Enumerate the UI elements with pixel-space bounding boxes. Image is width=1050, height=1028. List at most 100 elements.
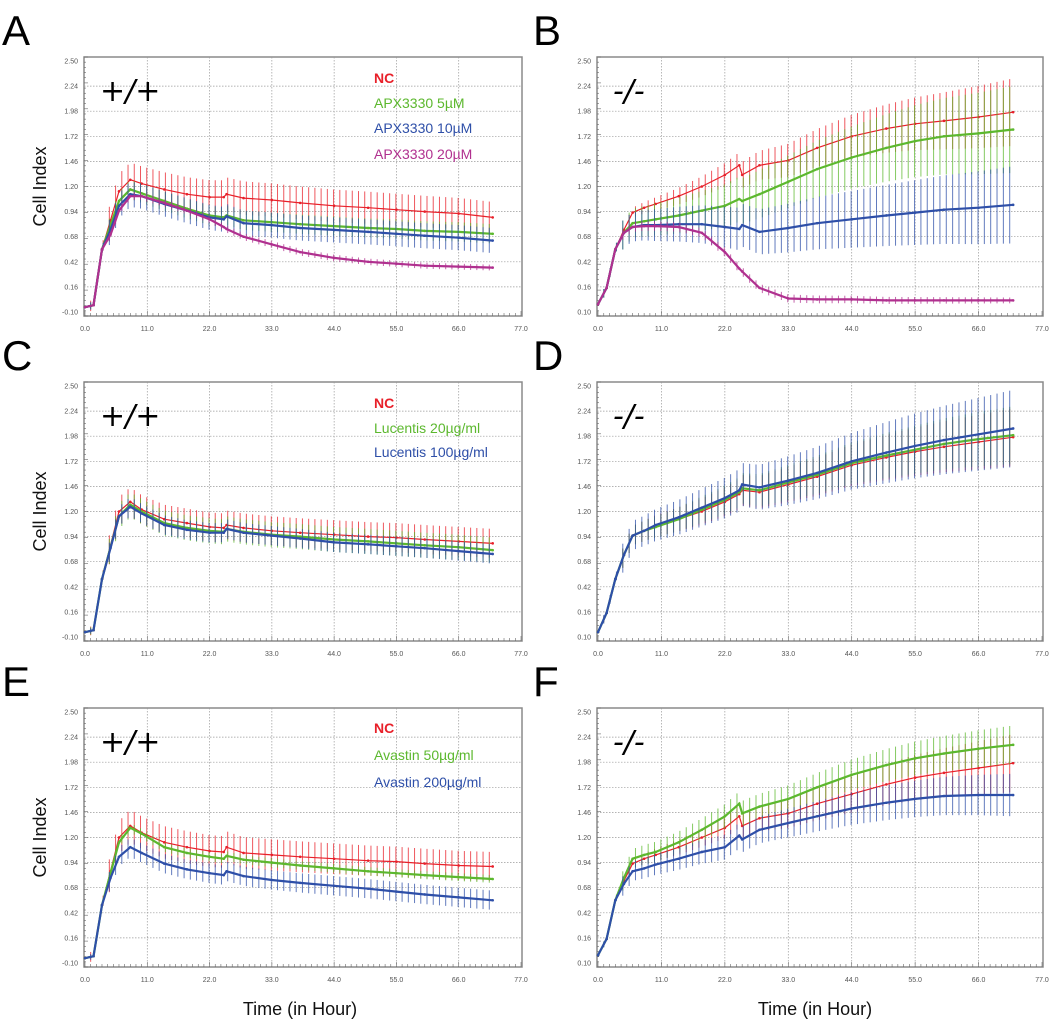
data-point bbox=[913, 757, 917, 760]
data-point bbox=[1011, 743, 1015, 747]
data-point bbox=[977, 766, 980, 770]
data-point bbox=[366, 226, 370, 230]
data-point bbox=[366, 206, 370, 210]
data-point bbox=[242, 235, 245, 238]
y-tick-label: 1.72 bbox=[577, 134, 591, 141]
panel-B: 0.10 0.16 0.42 0.68 0.94 1.20 1.46 1.72 1.98 2.24… bbox=[533, 7, 1049, 333]
data-point bbox=[596, 630, 600, 634]
data-point bbox=[654, 863, 657, 866]
y-tick-label: 2.24 bbox=[64, 84, 78, 91]
genotype-label: -/- bbox=[613, 399, 645, 434]
data-point bbox=[723, 496, 727, 500]
y-tick-label: 0.68 bbox=[577, 885, 591, 892]
x-tick-label: 66.0 bbox=[972, 326, 986, 333]
data-point bbox=[631, 534, 634, 537]
data-point bbox=[332, 204, 336, 208]
data-point bbox=[815, 298, 819, 301]
x-axis-label-left: Time (in Hour) bbox=[243, 999, 357, 1019]
y-tick-label: 2.24 bbox=[577, 409, 591, 416]
data-point bbox=[423, 873, 427, 877]
data-point bbox=[677, 194, 681, 198]
data-point bbox=[786, 180, 790, 183]
legend-entry: NC bbox=[374, 70, 394, 86]
y-tick-label: 0.94 bbox=[64, 860, 78, 867]
data-point bbox=[117, 199, 121, 203]
panel-D: 0.10 0.16 0.42 0.68 0.94 1.20 1.46 1.72 1.98 2.24… bbox=[533, 332, 1049, 658]
y-tick-label: 0.10 bbox=[577, 961, 591, 968]
x-tick-label: 0.0 bbox=[80, 977, 90, 984]
data-point bbox=[140, 832, 143, 835]
x-tick-label: 66.0 bbox=[452, 651, 466, 658]
data-point bbox=[225, 845, 228, 849]
y-axis-label: Cell Index bbox=[30, 146, 50, 226]
data-point bbox=[1011, 203, 1015, 207]
data-point bbox=[654, 218, 657, 221]
data-point bbox=[613, 898, 617, 902]
data-point bbox=[208, 195, 211, 199]
data-point bbox=[942, 752, 946, 755]
data-point bbox=[642, 219, 646, 223]
data-point bbox=[423, 538, 427, 541]
x-tick-label: 55.0 bbox=[390, 326, 404, 333]
data-point bbox=[700, 836, 704, 839]
y-tick-label: 2.50 bbox=[577, 710, 591, 717]
data-point bbox=[700, 209, 704, 212]
x-tick-label: 0.0 bbox=[80, 651, 90, 658]
x-tick-label: 0.0 bbox=[593, 651, 603, 658]
x-tick-label: 44.0 bbox=[327, 651, 341, 658]
y-tick-label: 2.24 bbox=[64, 735, 78, 742]
data-point bbox=[942, 438, 946, 442]
data-point bbox=[758, 486, 761, 489]
data-point bbox=[270, 243, 274, 246]
y-tick-label: 0.42 bbox=[577, 259, 591, 266]
y-tick-label: 1.98 bbox=[64, 760, 78, 767]
data-point bbox=[185, 209, 189, 212]
y-tick-label: 1.20 bbox=[64, 835, 78, 842]
data-point bbox=[654, 202, 657, 206]
data-point bbox=[700, 506, 704, 509]
data-point bbox=[395, 890, 398, 893]
data-point bbox=[631, 225, 634, 229]
data-point bbox=[128, 505, 132, 508]
data-point bbox=[737, 814, 741, 818]
x-tick-label: 77.0 bbox=[1035, 977, 1049, 984]
data-point bbox=[885, 127, 888, 130]
data-point bbox=[1011, 793, 1015, 797]
data-point bbox=[270, 198, 274, 202]
data-point bbox=[613, 247, 617, 251]
data-point bbox=[457, 265, 461, 268]
data-point bbox=[208, 218, 211, 221]
y-tick-label: 0.68 bbox=[64, 234, 78, 241]
data-point bbox=[758, 192, 761, 196]
data-point bbox=[491, 877, 494, 881]
data-point bbox=[758, 805, 761, 808]
data-point bbox=[92, 628, 95, 632]
data-point bbox=[395, 544, 398, 548]
data-point bbox=[222, 857, 226, 861]
x-tick-label: 33.0 bbox=[265, 977, 279, 984]
legend-entry: APX3330 20µM bbox=[374, 146, 472, 162]
data-point bbox=[942, 794, 946, 798]
panel-C: -0.10 0.16 0.42 0.68 0.94 1.20 1.46 1.72 1.98 2.2… bbox=[2, 332, 528, 658]
x-tick-label: 33.0 bbox=[265, 651, 279, 658]
data-point bbox=[128, 192, 132, 196]
y-tick-label: 1.46 bbox=[64, 484, 78, 491]
x-tick-label: 55.0 bbox=[908, 977, 922, 984]
data-point bbox=[613, 577, 617, 581]
series-3 bbox=[83, 192, 494, 309]
data-point bbox=[758, 163, 761, 167]
y-tick-label: 1.20 bbox=[64, 509, 78, 516]
data-point bbox=[677, 222, 681, 226]
data-point bbox=[654, 224, 657, 228]
data-point bbox=[654, 850, 657, 854]
data-point bbox=[977, 299, 980, 302]
data-point bbox=[208, 531, 211, 535]
data-point bbox=[423, 264, 427, 267]
data-point bbox=[185, 192, 189, 196]
y-tick-label: 1.20 bbox=[64, 184, 78, 191]
data-point bbox=[885, 146, 888, 150]
y-tick-label: 0.94 bbox=[64, 534, 78, 541]
x-tick-label: 0.0 bbox=[593, 977, 603, 984]
data-point bbox=[631, 869, 634, 873]
data-point bbox=[622, 553, 626, 557]
